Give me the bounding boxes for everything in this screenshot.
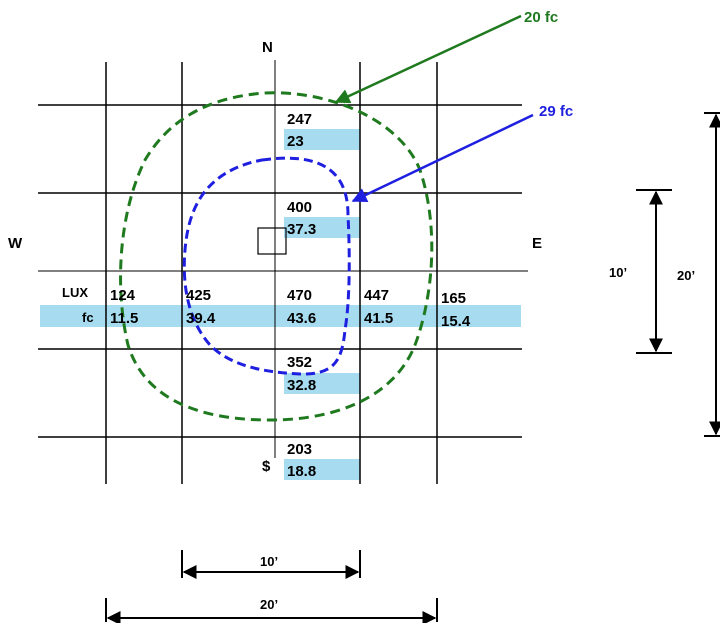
fc-band-top <box>284 129 360 150</box>
label-29fc: 29 fc <box>539 103 573 120</box>
reading-bottom-fc: 18.8 <box>287 463 316 480</box>
compass-north: N <box>262 39 273 56</box>
dimension-vertical-short <box>636 189 672 354</box>
reading-upper-lux: 400 <box>287 199 312 216</box>
reading-top-fc: 23 <box>287 133 304 150</box>
compass-west: W <box>8 235 23 252</box>
luminaire-symbol <box>257 227 287 255</box>
row-label-fc: fc <box>82 310 94 325</box>
reading-w2-lux: 425 <box>186 287 211 304</box>
reading-e1-lux: 447 <box>364 287 389 304</box>
grid <box>38 60 528 484</box>
dimension-vertical-long-label: 20’ <box>677 268 695 283</box>
contour-29fc <box>182 156 351 376</box>
dimension-horizontal-long <box>105 598 438 623</box>
reading-w1-lux: 124 <box>110 287 136 304</box>
reading-bottom-lux: 203 <box>287 441 312 458</box>
reading-lower-fc: 32.8 <box>287 377 316 394</box>
compass-south: $ <box>262 458 271 475</box>
label-20fc: 20 fc <box>524 9 558 26</box>
fc-band-lower <box>284 373 360 394</box>
contour-20fc <box>119 91 434 422</box>
compass-east: E <box>532 235 542 252</box>
dimension-horizontal-long-label: 20’ <box>260 597 278 612</box>
arrow-29fc <box>351 113 534 203</box>
dimension-horizontal-short-label: 10’ <box>260 554 278 569</box>
reading-e1-fc: 41.5 <box>364 310 393 327</box>
reading-center-lux: 470 <box>287 287 312 304</box>
dimension-horizontal-short <box>181 550 361 579</box>
fc-band-upper <box>284 217 360 238</box>
reading-upper-fc: 37.3 <box>287 221 316 238</box>
arrow-20fc <box>334 14 522 104</box>
reading-e2-fc: 15.4 <box>441 313 471 330</box>
dimension-vertical-short-label: 10’ <box>609 265 627 280</box>
reading-w1-fc: 11.5 <box>110 310 138 327</box>
reading-lower-lux: 352 <box>287 354 312 371</box>
reading-top-lux: 247 <box>287 111 312 128</box>
fc-band-bottom <box>284 459 360 480</box>
fc-highlight-bands <box>40 129 521 480</box>
reading-e2-lux: 165 <box>441 290 466 307</box>
fc-band-center-row <box>40 305 521 327</box>
dimension-vertical-long <box>704 112 720 437</box>
reading-w2-fc: 39.4 <box>186 310 216 327</box>
row-label-lux: LUX <box>62 285 88 300</box>
reading-center-fc: 43.6 <box>287 310 316 327</box>
